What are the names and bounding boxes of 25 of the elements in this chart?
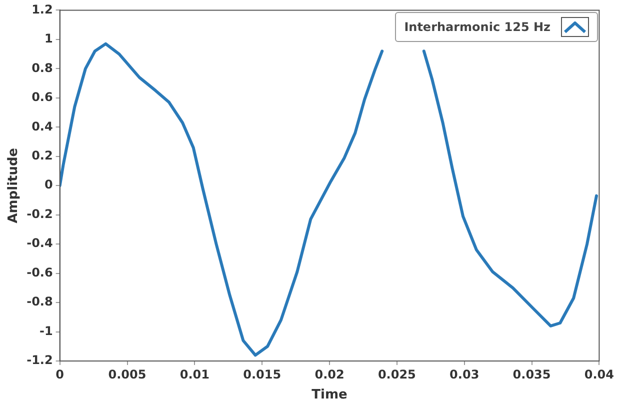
y-tick-label: 0.4 [32,119,53,134]
y-tick-label: -0.6 [26,265,53,280]
x-tick-label: 0.02 [314,367,344,382]
y-tick-label: 0.2 [32,148,53,162]
x-tick-label: 0.015 [243,367,282,382]
x-tick-label: 0 [56,367,64,382]
y-tick-label: 1.2 [32,2,53,16]
x-tick-label: 0.025 [378,367,416,382]
y-tick-label: -1.2 [26,353,53,368]
y-tick-label: -1 [39,324,53,338]
y-tick-label: -0.2 [26,206,53,221]
y-tick-label: 0.8 [32,60,53,75]
x-tick-label: 0.035 [512,367,551,382]
x-tick-label: 0.03 [450,367,480,382]
legend-label: Interharmonic 125 Hz [404,20,550,34]
y-tick-label: 1 [44,32,53,46]
x-tick-label: 0.01 [180,367,210,382]
x-axis-title: Time [312,388,348,403]
y-tick-label: -0.8 [26,294,53,309]
y-tick-label: 0 [44,178,53,192]
y-tick-label: -0.4 [26,236,53,250]
y-axis-title: Amplitude [6,148,22,224]
y-tick-label: 0.6 [32,90,53,104]
x-tick-label: 0.04 [584,367,614,382]
x-tick-label: 0.005 [108,367,146,382]
